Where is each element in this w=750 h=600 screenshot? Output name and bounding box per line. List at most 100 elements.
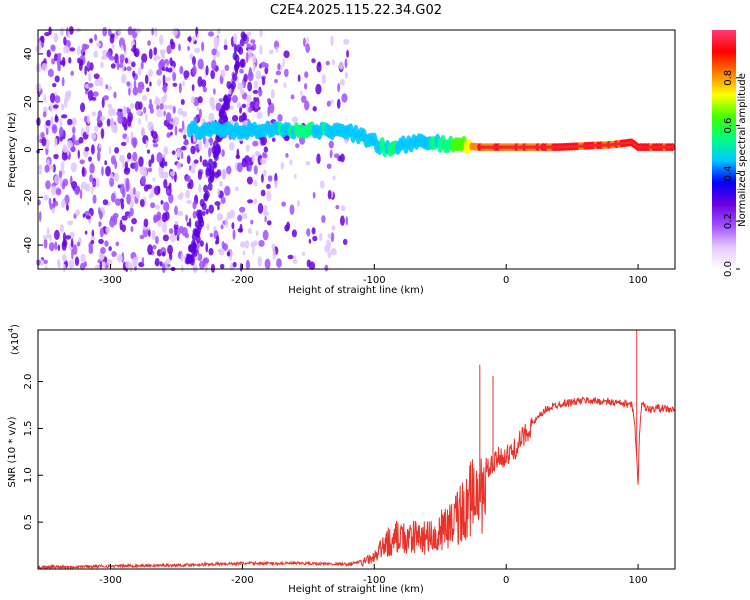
noise-speckle (89, 62, 94, 71)
noise-speckle (241, 212, 248, 220)
noise-speckle (172, 105, 176, 114)
noise-speckle (153, 56, 157, 62)
noise-speckle (196, 241, 200, 250)
noise-speckle (95, 42, 101, 48)
noise-speckle (147, 244, 153, 256)
noise-speckle (247, 70, 254, 82)
noise-streak (223, 97, 229, 106)
noise-speckle (42, 111, 47, 118)
noise-speckle (245, 259, 250, 270)
noise-speckle (50, 44, 56, 52)
spectrogram-y-tick-label: -20 (23, 189, 34, 205)
noise-speckle (99, 254, 104, 261)
noise-speckle (116, 59, 120, 71)
noise-speckle (167, 67, 173, 73)
noise-speckle (232, 229, 236, 240)
noise-speckle (151, 229, 156, 239)
spectrogram-marks (35, 25, 675, 274)
noise-speckle (312, 191, 316, 199)
noise-speckle (258, 89, 263, 97)
noise-speckle (335, 205, 340, 210)
noise-speckle (125, 135, 130, 144)
noise-speckle (94, 264, 101, 270)
noise-speckle (192, 210, 197, 219)
spectrogram-y-tick-label: 0 (23, 146, 34, 152)
noise-speckle (156, 152, 163, 164)
noise-speckle (239, 89, 245, 95)
noise-speckle (183, 70, 190, 79)
noise-speckle (38, 211, 42, 222)
noise-speckle (339, 215, 345, 226)
noise-speckle (144, 74, 149, 85)
noise-speckle (164, 104, 168, 110)
noise-speckle (168, 182, 172, 190)
spectrogram-y-axis-label: Frequency (Hz) (7, 112, 18, 188)
noise-speckle (163, 201, 170, 212)
colorbar-tick-label: 0.4 (723, 165, 734, 181)
noise-speckle (216, 169, 222, 177)
noise-speckle (98, 221, 102, 228)
noise-speckle (94, 79, 101, 87)
noise-speckle (154, 27, 158, 38)
noise-speckle (121, 224, 127, 233)
noise-speckle (76, 45, 81, 56)
noise-speckle (262, 229, 269, 241)
noise-speckle (257, 202, 264, 214)
noise-speckle (129, 102, 135, 109)
snr-y-tick-label: 1.5 (23, 420, 34, 436)
noise-speckle (186, 199, 192, 204)
noise-speckle (274, 79, 278, 84)
noise-speckle (77, 57, 81, 64)
noise-speckle (139, 199, 145, 208)
noise-speckle (252, 89, 259, 94)
noise-speckle (56, 56, 62, 68)
noise-speckle (217, 188, 220, 196)
noise-speckle (80, 102, 86, 113)
noise-speckle (91, 111, 96, 117)
noise-speckle (152, 143, 159, 148)
noise-speckle (214, 201, 221, 206)
noise-speckle (196, 34, 200, 39)
spectrogram-x-tick-label: 100 (629, 275, 648, 286)
noise-speckle (162, 74, 166, 85)
noise-speckle (254, 101, 260, 110)
noise-speckle (92, 194, 97, 204)
noise-speckle (283, 50, 290, 59)
noise-speckle (246, 94, 252, 103)
noise-speckle (85, 215, 91, 220)
noise-speckle (251, 153, 256, 163)
noise-speckle (231, 115, 239, 122)
noise-speckle (301, 251, 306, 256)
noise-speckle (151, 27, 155, 36)
noise-speckle (292, 259, 298, 264)
noise-speckle (168, 228, 174, 235)
noise-speckle (165, 258, 171, 264)
spectrogram-y-tick-label: 20 (23, 95, 34, 108)
noise-speckle (268, 49, 274, 55)
noise-speckle (256, 111, 263, 120)
noise-speckle (152, 177, 156, 182)
noise-speckle (88, 72, 92, 83)
noise-speckle (271, 243, 276, 251)
snr-x-tick-label: -200 (231, 575, 254, 586)
noise-speckle (238, 206, 246, 213)
noise-speckle (53, 153, 59, 160)
noise-streak (231, 81, 237, 90)
noise-speckle (166, 132, 171, 138)
noise-speckle (174, 125, 178, 136)
noise-speckle (111, 250, 117, 258)
noise-speckle (343, 38, 350, 45)
noise-speckle (61, 241, 67, 251)
noise-speckle (315, 83, 322, 95)
noise-speckle (275, 70, 282, 76)
colorbar-tick-label: 0.8 (723, 70, 734, 86)
noise-speckle (54, 95, 61, 104)
noise-speckle (78, 136, 84, 144)
noise-speckle (311, 227, 316, 235)
noise-speckle (39, 259, 45, 266)
noise-speckle (208, 147, 212, 158)
spectrogram-x-axis-label: Height of straight line (km) (288, 285, 424, 296)
noise-speckle (58, 170, 63, 179)
noise-speckle (160, 200, 164, 205)
noise-speckle (137, 81, 145, 88)
